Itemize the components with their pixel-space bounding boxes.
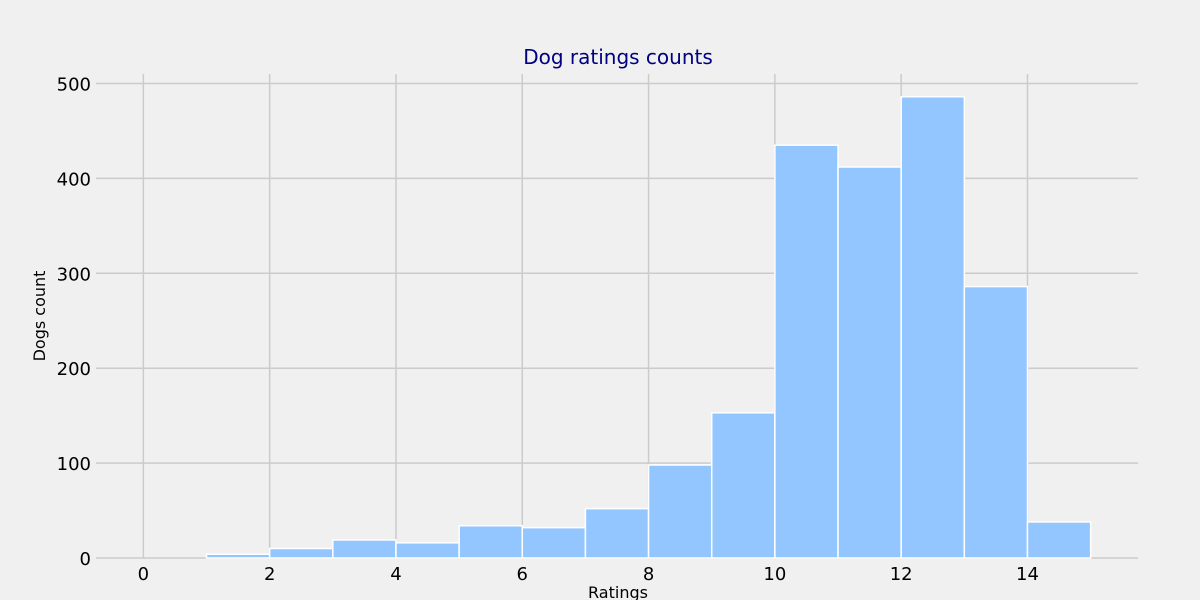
histogram-bar (332, 539, 397, 559)
histogram-bar (963, 285, 1029, 559)
histogram-bar (1026, 521, 1092, 559)
histogram-bar (774, 144, 839, 559)
histogram-bar (395, 542, 460, 559)
histogram-bar (268, 547, 334, 559)
y-tick-label: 0 (80, 549, 91, 570)
x-tick-label: 14 (1016, 564, 1039, 585)
x-tick-label: 12 (890, 564, 913, 585)
histogram-bars (205, 96, 1092, 559)
histogram-bar (837, 166, 902, 559)
histogram-bar (205, 553, 271, 559)
histogram-bar (900, 96, 966, 559)
x-axis-ticks: 0 2 4 6 8 10 12 14 (138, 564, 1039, 585)
histogram-bar (710, 412, 776, 559)
y-tick-label: 300 (57, 264, 91, 285)
histogram-bar (458, 524, 524, 559)
y-tick-label: 400 (57, 169, 91, 190)
y-axis-ticks: 0 100 200 300 400 500 (57, 74, 91, 570)
chart-title: Dog ratings counts (523, 45, 713, 69)
y-tick-label: 500 (57, 74, 91, 95)
y-tick-label: 100 (57, 454, 91, 475)
histogram-bar (521, 526, 587, 559)
x-tick-label: 8 (643, 564, 654, 585)
y-axis-label: Dogs count (30, 271, 49, 362)
y-tick-label: 200 (57, 359, 91, 380)
histogram-bar (584, 507, 650, 559)
x-tick-label: 0 (138, 564, 149, 585)
x-tick-label: 2 (264, 564, 275, 585)
x-tick-label: 6 (517, 564, 528, 585)
x-axis-label: Ratings (588, 583, 648, 600)
x-tick-label: 4 (390, 564, 401, 585)
histogram-bar (647, 464, 713, 559)
x-tick-label: 10 (763, 564, 786, 585)
